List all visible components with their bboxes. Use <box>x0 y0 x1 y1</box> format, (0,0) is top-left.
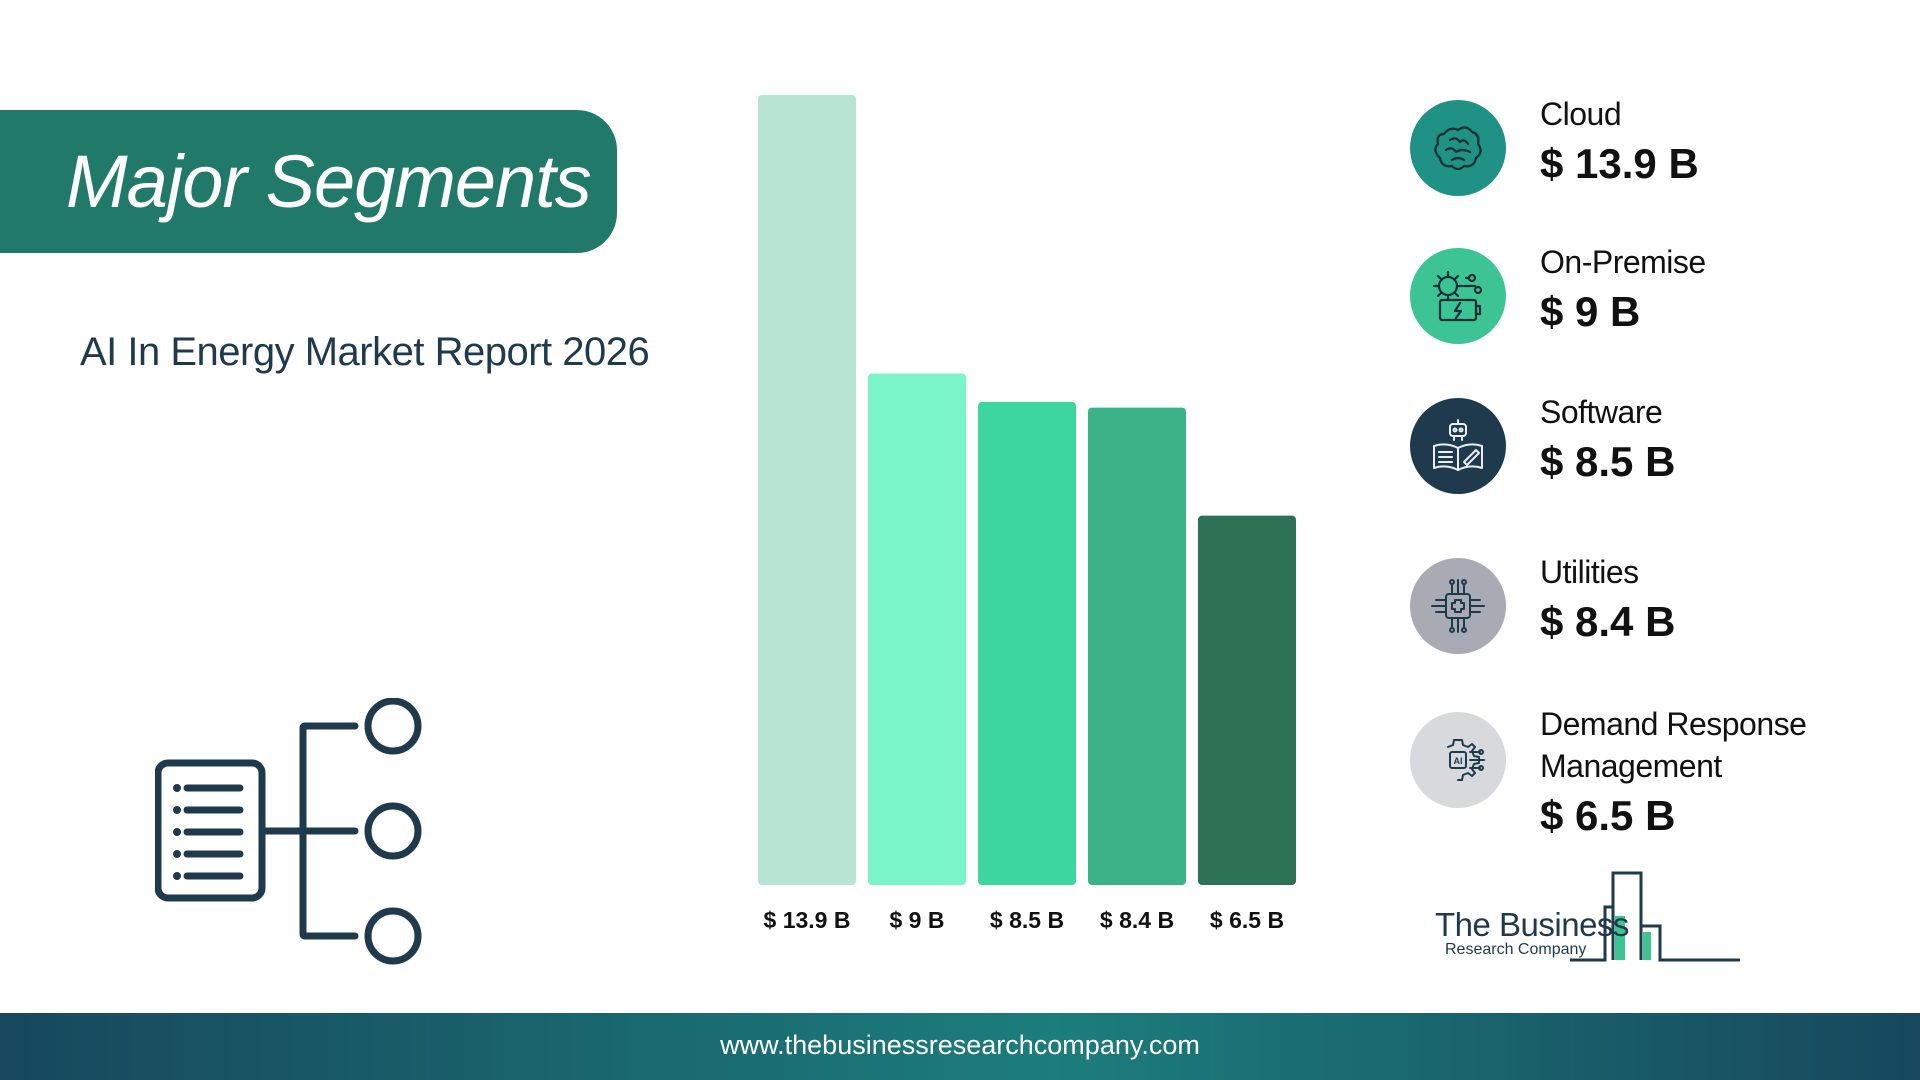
bar-4 <box>1088 407 1186 885</box>
legend-name-on-premise: On-Premise <box>1540 244 1706 280</box>
brain-icon <box>1434 126 1482 171</box>
gear-battery-icon <box>1432 270 1483 322</box>
report-subtitle: AI In Energy Market Report 2026 <box>80 330 650 374</box>
bar-3 <box>978 401 1076 885</box>
legend-circle-software <box>1410 398 1506 494</box>
bar-label-1: $ 13.9 B <box>764 907 851 933</box>
bar-5 <box>1198 515 1296 885</box>
legend-value-demand-response-management: $ 6.5 B <box>1540 792 1676 839</box>
legend-value-on-premise: $ 9 B <box>1540 288 1641 335</box>
circuit-chip-icon <box>1431 579 1485 633</box>
legend-circle-on-premise <box>1410 248 1506 344</box>
title-banner: Major Segments <box>0 110 617 253</box>
robot-book-icon <box>1433 419 1483 471</box>
legend-circle-cloud <box>1410 100 1506 196</box>
bar-label-5: $ 6.5 B <box>1210 907 1284 933</box>
legend-circle-demand-response: AI <box>1410 712 1506 808</box>
legend-circle-utilities <box>1410 558 1506 654</box>
svg-text:AI: AI <box>1454 756 1463 766</box>
footer: www.thebusinessresearchcompany.com <box>0 1013 1920 1080</box>
bar-chart: $ 13.9 B $ 9 B $ 8.5 B $ 8.4 B $ 6.5 B <box>758 95 1296 933</box>
logo-text-line1: The Business <box>1435 906 1629 943</box>
legend-value-cloud: $ 13.9 B <box>1540 140 1699 187</box>
legend-name-software: Software <box>1540 394 1663 430</box>
footer-url-link[interactable]: www.thebusinessresearchcompany.com <box>720 1030 1200 1060</box>
bar-label-2: $ 9 B <box>890 907 945 933</box>
page-title: Major Segments <box>66 140 592 223</box>
legend-name-demand-response-management: Demand Response Management <box>1540 706 1807 784</box>
legend-value-software: $ 8.5 B <box>1540 438 1676 485</box>
bar-2 <box>868 373 966 885</box>
legend-value-utilities: $ 8.4 B <box>1540 598 1676 645</box>
logo-bars-icon <box>1570 871 1740 962</box>
legend-name-cloud: Cloud <box>1540 96 1622 132</box>
ai-gear-icon: AI <box>1447 739 1485 781</box>
bar-1 <box>758 95 856 885</box>
segments-tree-icon <box>155 698 422 965</box>
logo-text-line2: Research Company <box>1445 941 1587 958</box>
bar-label-3: $ 8.5 B <box>990 907 1064 933</box>
legend-name-utilities: Utilities <box>1540 554 1639 590</box>
bar-label-4: $ 8.4 B <box>1100 907 1174 933</box>
